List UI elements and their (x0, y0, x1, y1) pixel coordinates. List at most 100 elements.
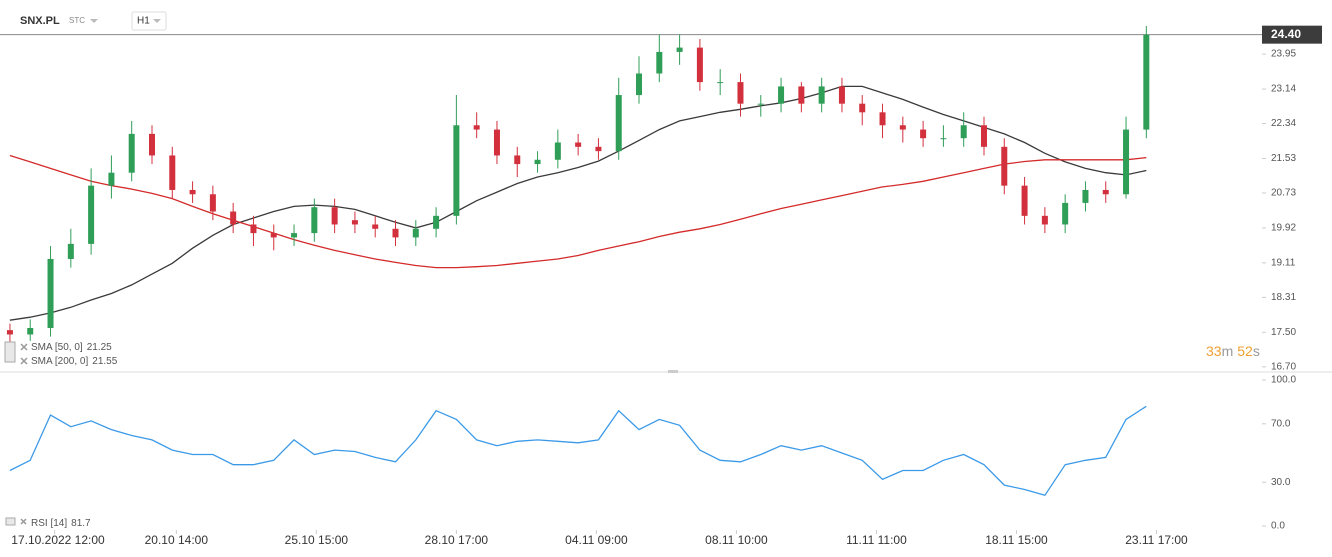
candle (575, 133, 582, 156)
y-tick-label: 16.70 (1271, 361, 1296, 372)
candle (899, 116, 906, 143)
candle (108, 155, 115, 199)
candle-body (1082, 189, 1089, 203)
legend-settings-icon[interactable] (4, 341, 16, 363)
legend-remove-icon[interactable] (20, 357, 28, 365)
candle (960, 112, 967, 147)
rsi-settings-icon[interactable] (5, 517, 16, 526)
candle (311, 198, 318, 242)
y-tick-label: 23.14 (1271, 84, 1296, 95)
candle (1123, 116, 1130, 199)
legend-name: SMA [200, 0] (31, 356, 88, 367)
legend-value: 21.25 (87, 342, 112, 353)
interval[interactable]: H1 (137, 16, 150, 27)
candle-body (696, 47, 703, 83)
candle-body (960, 125, 967, 139)
candle (534, 151, 541, 173)
candle-body (595, 146, 602, 152)
candle (209, 185, 216, 221)
candle (1102, 181, 1109, 203)
interval-dropdown[interactable] (153, 19, 161, 23)
candle-body (250, 224, 257, 234)
candle (757, 95, 764, 117)
x-tick-label: 28.10 17:00 (425, 533, 489, 547)
candle (595, 138, 602, 160)
candle (838, 77, 845, 113)
candle-body (676, 47, 683, 52)
candle (940, 125, 947, 147)
candle-body (554, 142, 561, 160)
candle-body (636, 73, 643, 96)
y-tick-label: 17.50 (1271, 327, 1296, 338)
countdown-seconds: 52 (1237, 343, 1253, 359)
candle (980, 116, 987, 156)
exchange: STC (69, 16, 85, 25)
last-price-label: 24.40 (1271, 27, 1301, 41)
candle (351, 211, 358, 234)
candle-body (169, 155, 176, 190)
y-tick-label: 18.31 (1271, 292, 1296, 303)
candle-body (514, 155, 521, 165)
candle (230, 202, 237, 234)
candle (818, 77, 825, 113)
candle (737, 73, 744, 117)
candle-body (270, 233, 277, 238)
candle-body (351, 220, 358, 225)
candle-body (392, 228, 399, 238)
candle (27, 319, 34, 341)
y-tick-label: 21.53 (1271, 153, 1296, 164)
candle-body (473, 125, 480, 130)
candle-body (27, 328, 34, 335)
candle (656, 34, 663, 83)
candle-body (67, 243, 74, 259)
y-tick-label: 19.92 (1271, 223, 1296, 234)
countdown-minutes: 33 (1206, 343, 1222, 359)
candle-body (1123, 129, 1130, 195)
candle (493, 120, 500, 165)
candle (148, 125, 155, 165)
rsi-panel: 0.0 30.0 70.0 100.0 (9, 375, 1296, 532)
sma-line (9, 85, 1147, 321)
candle-body (148, 133, 155, 156)
candle (514, 146, 521, 178)
x-tick-label: 18.11 15:00 (985, 533, 1048, 547)
legend-remove-icon[interactable] (20, 343, 28, 351)
candle-body (1062, 202, 1069, 225)
candle-body (372, 224, 379, 229)
candle (879, 103, 886, 139)
interval-selector[interactable] (131, 11, 167, 31)
candle-body (453, 125, 460, 216)
candle-body (798, 86, 805, 104)
rsi-y-tick-label: 100.0 (1271, 375, 1296, 386)
candle (189, 181, 196, 203)
candle (473, 112, 480, 139)
x-tick-label: 20.10 14:00 (145, 533, 209, 547)
candle-body (209, 194, 216, 212)
candle-body (940, 138, 947, 140)
candle (392, 220, 399, 247)
price-panel: 16.70 17.50 18.31 19.11 19.92 20.73 21.53 22.34… (0, 25, 1322, 372)
candle (1143, 26, 1150, 139)
symbol: SNX.PL (20, 15, 60, 27)
rsi-line (9, 405, 1147, 497)
x-tick-label: 04.11 09:00 (565, 533, 628, 547)
last-price-box (1262, 25, 1322, 44)
candle-body (615, 95, 622, 152)
rsi-legend-part: RSI [14] (31, 518, 67, 529)
candle-body (331, 207, 338, 225)
panel-resize-handle[interactable] (668, 370, 678, 373)
candle-body (433, 215, 440, 229)
indicator-legend: SMA [50, 0] 21.25 SMA [200, 0] 21.55 RSI [14… (4, 341, 118, 529)
candle (676, 34, 683, 65)
countdown: 33m 52s (1206, 343, 1260, 359)
rsi-remove-icon[interactable] (20, 518, 27, 525)
candle (372, 215, 379, 238)
symbol-dropdown[interactable] (90, 19, 98, 23)
legend-entry: SMA [50, 0] 21.25 (31, 342, 112, 353)
candle (798, 82, 805, 113)
candle (1041, 207, 1048, 234)
rsi-legend: RSI [14] 81.7 (31, 518, 91, 529)
candle-body (291, 233, 298, 238)
x-tick-label: 17.10.2022 12:00 (11, 533, 105, 547)
